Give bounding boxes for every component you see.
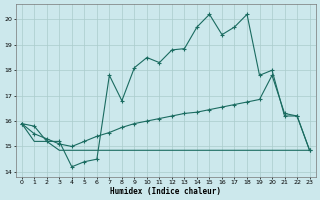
X-axis label: Humidex (Indice chaleur): Humidex (Indice chaleur) (110, 187, 221, 196)
